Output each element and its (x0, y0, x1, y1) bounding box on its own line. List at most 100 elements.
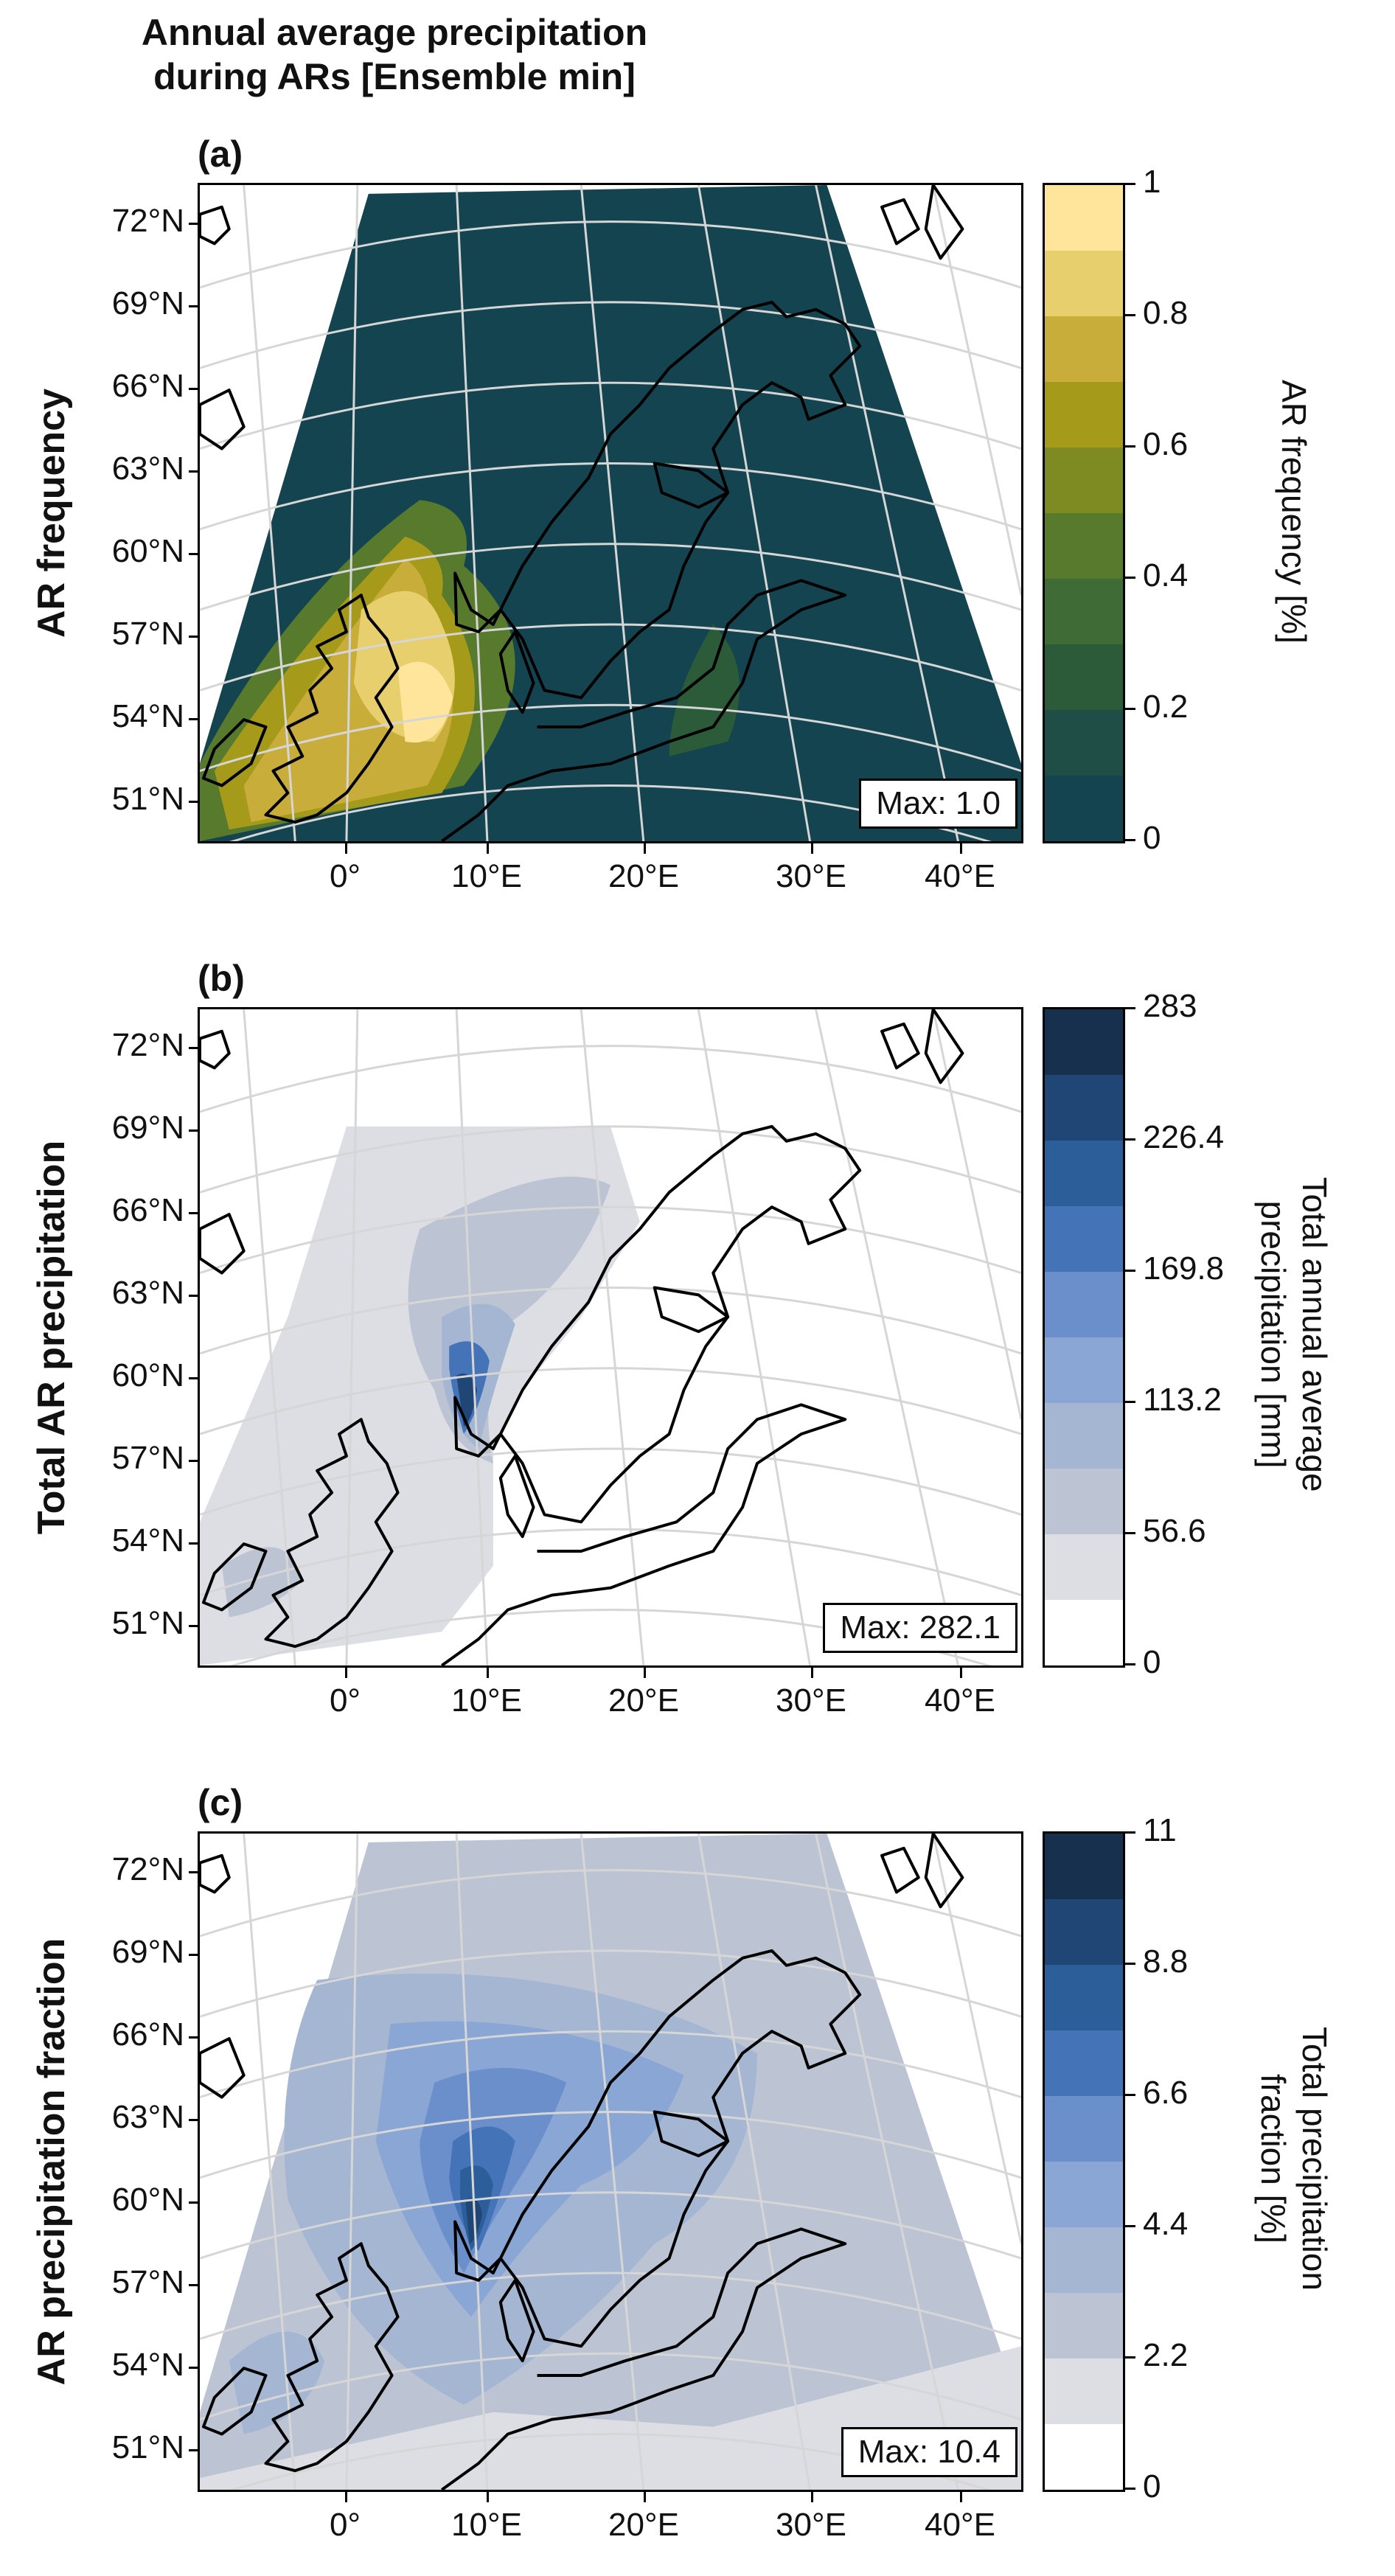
colorbar-tick-mark (1125, 839, 1135, 841)
map-plot[interactable] (198, 183, 1023, 843)
colorbar-segment (1045, 513, 1123, 579)
colorbar-label: Total annual average precipitation [mm] (1253, 1003, 1335, 1666)
colorbar (1043, 1007, 1125, 1668)
colorbar-tick-label: 0.4 (1143, 557, 1189, 593)
lat-tick-mark (189, 2367, 199, 2369)
colorbar-label: AR frequency [%] (1273, 180, 1315, 843)
colorbar-segment (1045, 1272, 1123, 1337)
colorbar-segment (1045, 1206, 1123, 1272)
lat-tick-mark (189, 2449, 199, 2451)
lon-tick-mark (960, 2492, 962, 2502)
figure-title-line1: Annual average precipitation (141, 12, 648, 53)
max-value-box: Max: 282.1 (823, 1603, 1017, 1653)
colorbar-segment (1045, 1899, 1123, 1965)
lon-tick-mark (487, 1668, 489, 1678)
colorbar-tick-label: 0 (1143, 820, 1161, 856)
colorbar-label-line1: Total precipitation (1295, 2027, 1334, 2291)
colorbar-tick-mark (1125, 183, 1135, 185)
colorbar-segment (1045, 1834, 1123, 1899)
map-panel-a: (a) AR frequency (0, 88, 1395, 907)
colorbar-label: Total precipitation fraction [%] (1253, 1827, 1335, 2490)
colorbar-segment (1045, 579, 1123, 644)
lat-tick-mark (189, 2036, 199, 2039)
lat-tick-label: 69°N (111, 1934, 184, 1970)
lon-tick-mark (960, 843, 962, 854)
colorbar-tick-label: 8.8 (1143, 1943, 1189, 1980)
map-plot[interactable] (198, 1831, 1023, 2492)
colorbar (1043, 1831, 1125, 2492)
colorbar-tick-mark (1125, 1007, 1135, 1009)
colorbar-segment (1045, 2162, 1123, 2227)
lat-tick-label: 72°N (111, 1851, 184, 1887)
lon-tick-label: 0° (329, 858, 361, 894)
map-plot[interactable] (198, 1007, 1023, 1668)
lon-tick-label: 20°E (608, 2507, 679, 2543)
lon-tick-mark (644, 2492, 646, 2502)
colorbar-segment (1045, 316, 1123, 382)
lat-tick-mark (189, 1047, 199, 1049)
lat-tick-mark (189, 1954, 199, 1956)
lat-tick-label: 60°N (111, 1357, 184, 1393)
lon-tick-label: 0° (329, 1682, 361, 1719)
lat-tick-label: 63°N (111, 1275, 184, 1311)
lat-tick-label: 51°N (111, 1605, 184, 1641)
lon-tick-label: 20°E (608, 858, 679, 894)
colorbar-tick-label: 6.6 (1143, 2075, 1189, 2111)
colorbar-segment (1045, 1600, 1123, 1665)
lat-tick-label: 54°N (111, 698, 184, 734)
lat-tick-label: 54°N (111, 1522, 184, 1559)
colorbar-tick-label: 56.6 (1143, 1513, 1206, 1549)
panel-letter: (b) (198, 958, 245, 999)
lat-tick-label: 60°N (111, 2182, 184, 2218)
lat-tick-label: 66°N (111, 2016, 184, 2053)
map-panel-b: (b) Total AR precipitation (0, 913, 1395, 1731)
colorbar-label-line2: precipitation [mm] (1254, 1200, 1293, 1469)
colorbar-tick-mark (1125, 1270, 1135, 1272)
colorbar-tick-label: 2.2 (1143, 2337, 1189, 2373)
colorbar-tick-label: 11 (1143, 1812, 1177, 1848)
colorbar-label-text: AR frequency [%] (1275, 380, 1313, 644)
lon-tick-mark (644, 843, 646, 854)
lat-tick-mark (189, 1377, 199, 1379)
lat-tick-mark (189, 718, 199, 720)
lat-tick-label: 72°N (111, 203, 184, 239)
lon-tick-label: 20°E (608, 1682, 679, 1719)
lon-tick-label: 0° (329, 2507, 361, 2543)
lon-tick-mark (960, 1668, 962, 1678)
colorbar-label-line2: fraction [%] (1254, 2073, 1293, 2244)
colorbar-tick-mark (1125, 2488, 1135, 2490)
colorbar-tick-label: 169.8 (1143, 1250, 1225, 1287)
lon-tick-label: 10°E (451, 858, 522, 894)
colorbar-tick-mark (1125, 2356, 1135, 2359)
lat-tick-label: 69°N (111, 1110, 184, 1146)
lat-tick-mark (189, 470, 199, 473)
colorbar-tick-label: 0.6 (1143, 426, 1189, 462)
lon-tick-label: 40°E (925, 2507, 995, 2543)
lat-tick-label: 51°N (111, 781, 184, 817)
colorbar-segment (1045, 251, 1123, 316)
lat-tick-label: 63°N (111, 450, 184, 487)
lon-tick-mark (345, 843, 347, 854)
lat-tick-mark (189, 801, 199, 803)
lon-tick-mark (811, 1668, 813, 1678)
colorbar-tick-mark (1125, 1401, 1135, 1403)
figure-title-line2: during ARs [Ensemble min] (153, 56, 636, 97)
lat-tick-label: 69°N (111, 285, 184, 321)
colorbar-segment (1045, 382, 1123, 448)
colorbar-tick-label: 0 (1143, 2468, 1161, 2504)
colorbar-segment (1045, 2293, 1123, 2359)
colorbar-tick-mark (1125, 2225, 1135, 2227)
colorbar-segment (1045, 776, 1123, 841)
colorbar-tick-label: 113.2 (1143, 1382, 1222, 1418)
lat-tick-mark (189, 1129, 199, 1132)
colorbar-segment (1045, 1337, 1123, 1403)
colorbar-label-line1: Total annual average (1295, 1177, 1334, 1492)
lon-tick-mark (487, 843, 489, 854)
max-value-box: Max: 1.0 (859, 779, 1017, 829)
lat-tick-mark (189, 2284, 199, 2286)
colorbar-segment (1045, 185, 1123, 251)
colorbar-tick-mark (1125, 1532, 1135, 1534)
colorbar-tick-mark (1125, 1831, 1135, 1834)
colorbar-segment (1045, 448, 1123, 513)
colorbar-segment (1045, 2424, 1123, 2490)
